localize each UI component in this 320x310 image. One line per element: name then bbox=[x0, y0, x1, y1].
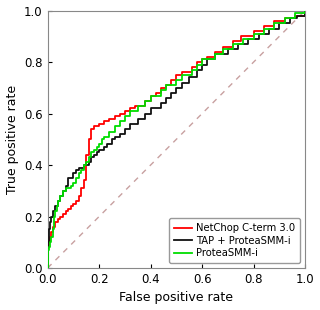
ProteaSMM-i bbox=[90, 155, 93, 159]
ProteaSMM-i bbox=[71, 181, 75, 185]
ProteaSMM-i bbox=[102, 137, 106, 141]
ProteaSMM-i bbox=[69, 186, 73, 190]
TAP + ProteaSMM-i bbox=[236, 47, 240, 51]
NetChop C-term 3.0 bbox=[108, 117, 111, 121]
NetChop C-term 3.0 bbox=[231, 40, 235, 43]
Legend: NetChop C-term 3.0, TAP + ProteaSMM-i, ProteaSMM-i: NetChop C-term 3.0, TAP + ProteaSMM-i, P… bbox=[169, 218, 300, 263]
TAP + ProteaSMM-i bbox=[46, 266, 50, 270]
NetChop C-term 3.0 bbox=[205, 58, 209, 61]
NetChop C-term 3.0 bbox=[53, 225, 57, 229]
Line: ProteaSMM-i: ProteaSMM-i bbox=[48, 11, 305, 268]
ProteaSMM-i bbox=[283, 16, 286, 20]
Y-axis label: True positive rate: True positive rate bbox=[5, 85, 19, 194]
ProteaSMM-i bbox=[303, 9, 307, 12]
TAP + ProteaSMM-i bbox=[295, 14, 299, 18]
ProteaSMM-i bbox=[128, 114, 132, 118]
Line: TAP + ProteaSMM-i: TAP + ProteaSMM-i bbox=[48, 11, 305, 268]
Line: NetChop C-term 3.0: NetChop C-term 3.0 bbox=[48, 11, 305, 268]
TAP + ProteaSMM-i bbox=[303, 9, 307, 12]
NetChop C-term 3.0 bbox=[293, 14, 297, 18]
TAP + ProteaSMM-i bbox=[205, 63, 209, 66]
ProteaSMM-i bbox=[46, 266, 50, 270]
X-axis label: False positive rate: False positive rate bbox=[119, 291, 233, 304]
NetChop C-term 3.0 bbox=[303, 9, 307, 12]
NetChop C-term 3.0 bbox=[61, 215, 65, 218]
TAP + ProteaSMM-i bbox=[53, 204, 57, 208]
TAP + ProteaSMM-i bbox=[110, 137, 114, 141]
NetChop C-term 3.0 bbox=[46, 266, 50, 270]
TAP + ProteaSMM-i bbox=[61, 189, 65, 193]
